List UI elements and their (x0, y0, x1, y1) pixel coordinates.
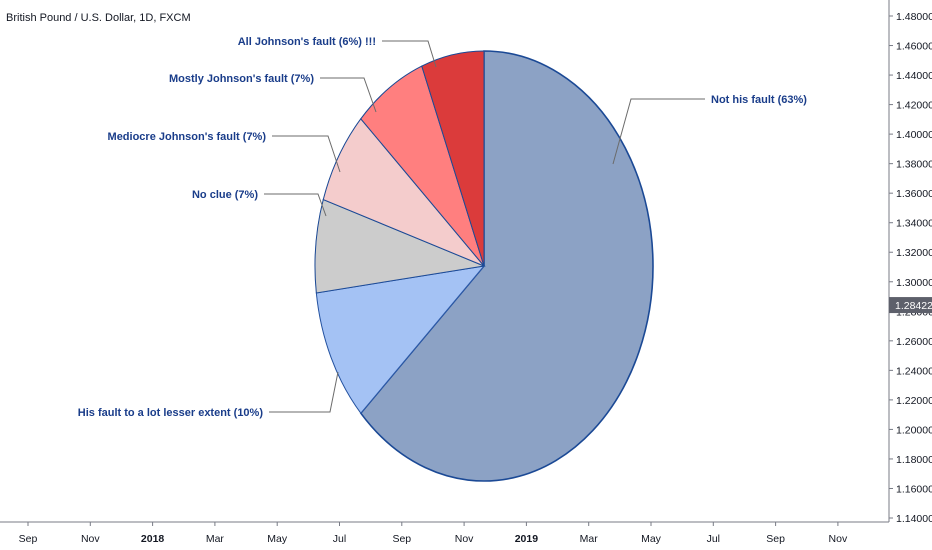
price-tick-label: 1.38000 (896, 159, 932, 171)
slice-leader-line (272, 135, 341, 173)
price-tick-label: 1.18000 (896, 454, 932, 466)
price-tick-label: 1.26000 (896, 336, 932, 348)
time-tick-label: Mar (580, 533, 599, 545)
time-tick-label: 2019 (515, 533, 539, 545)
current-price-label: 1.28422 (895, 300, 932, 312)
slice-leader-line (320, 77, 377, 113)
price-tick-label: 1.30000 (896, 277, 932, 289)
time-tick-label: Jul (707, 533, 720, 545)
price-tick-label: 1.16000 (896, 483, 932, 495)
slice-leader-line (269, 371, 339, 413)
pie-rim (314, 50, 654, 482)
price-tick-label: 1.48000 (896, 11, 932, 23)
current-price-tag-bg (889, 297, 932, 314)
symbol-title[interactable]: British Pound / U.S. Dollar, 1D, FXCM (6, 12, 191, 24)
time-tick-label: May (641, 533, 662, 545)
time-tick-label: 2018 (141, 533, 165, 545)
slice-leader-line (612, 98, 705, 165)
time-tick-label: Nov (81, 533, 100, 545)
price-tick-label: 1.34000 (896, 218, 932, 230)
price-tick-label: 1.40000 (896, 129, 932, 141)
price-tick-label: 1.42000 (896, 100, 932, 112)
time-axis[interactable]: Sep Nov 2018 Mar May Jul Sep Nov 2019 Mar May Jul Se… (19, 522, 848, 545)
price-tick-label: 1.36000 (896, 188, 932, 200)
time-tick-label: Sep (19, 533, 38, 545)
price-tick-label: 1.44000 (896, 70, 932, 82)
time-tick-label: Jul (333, 533, 346, 545)
price-tick-label: 1.22000 (896, 395, 932, 407)
price-tick-label: 1.46000 (896, 41, 932, 53)
time-tick-label: Mar (206, 533, 225, 545)
slice-label: Mediocre Johnson's fault (7%) (108, 131, 267, 143)
time-tick-label: Nov (829, 533, 848, 545)
price-tick-label: 1.24000 (896, 365, 932, 377)
price-tick-label: 1.32000 (896, 247, 932, 259)
slice-label: All Johnson's fault (6%) !!! (238, 36, 376, 48)
slice-labels: Not his fault (63%) His fault to a lot le… (78, 36, 808, 419)
price-tick-label: 1.20000 (896, 424, 932, 436)
pie-chart (314, 50, 654, 482)
time-tick-label: May (267, 533, 288, 545)
current-price-tag: 1.28422 (889, 297, 932, 314)
price-axis[interactable]: 1.48000 1.46000 1.44000 1.42000 1.40000 1.380… (889, 11, 932, 525)
slice-leader-line (382, 40, 437, 68)
slice-label: Not his fault (63%) (711, 94, 807, 106)
price-tick-label: 1.14000 (896, 513, 932, 525)
time-tick-label: Nov (455, 533, 474, 545)
time-tick-label: Sep (392, 533, 411, 545)
time-tick-label: Sep (766, 533, 785, 545)
slice-label: His fault to a lot lesser extent (10%) (78, 407, 264, 419)
slice-leader-line (264, 193, 327, 217)
slice-label: Mostly Johnson's fault (7%) (169, 73, 314, 85)
slice-label: No clue (7%) (192, 189, 258, 201)
